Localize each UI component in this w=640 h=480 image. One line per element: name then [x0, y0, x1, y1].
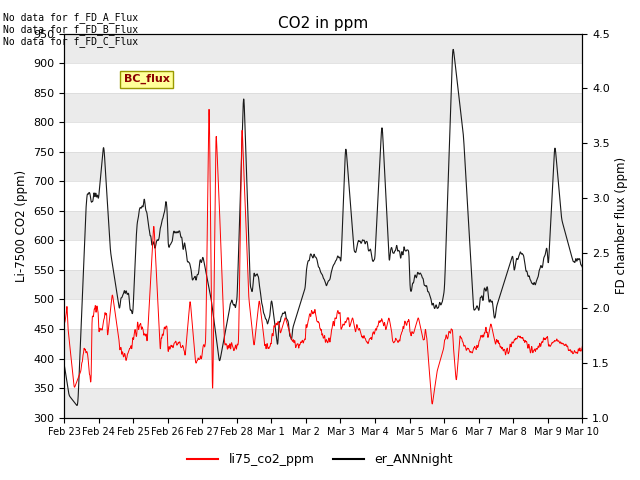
Y-axis label: FD chamber flux (ppm): FD chamber flux (ppm): [616, 157, 628, 294]
Bar: [64, 211, 582, 240]
Text: BC_flux: BC_flux: [124, 74, 170, 84]
Bar: [64, 34, 582, 63]
Bar: [64, 270, 582, 300]
Bar: [64, 329, 582, 359]
Text: No data for f_FD_C_Flux: No data for f_FD_C_Flux: [3, 36, 138, 47]
Bar: [64, 93, 582, 122]
Text: No data for f_FD_B_Flux: No data for f_FD_B_Flux: [3, 24, 138, 35]
Text: No data for f_FD_A_Flux: No data for f_FD_A_Flux: [3, 12, 138, 23]
Y-axis label: Li-7500 CO2 (ppm): Li-7500 CO2 (ppm): [15, 169, 28, 282]
Bar: [64, 152, 582, 181]
Bar: [64, 388, 582, 418]
Title: CO2 in ppm: CO2 in ppm: [278, 16, 369, 31]
Legend: li75_co2_ppm, er_ANNnight: li75_co2_ppm, er_ANNnight: [182, 448, 458, 471]
